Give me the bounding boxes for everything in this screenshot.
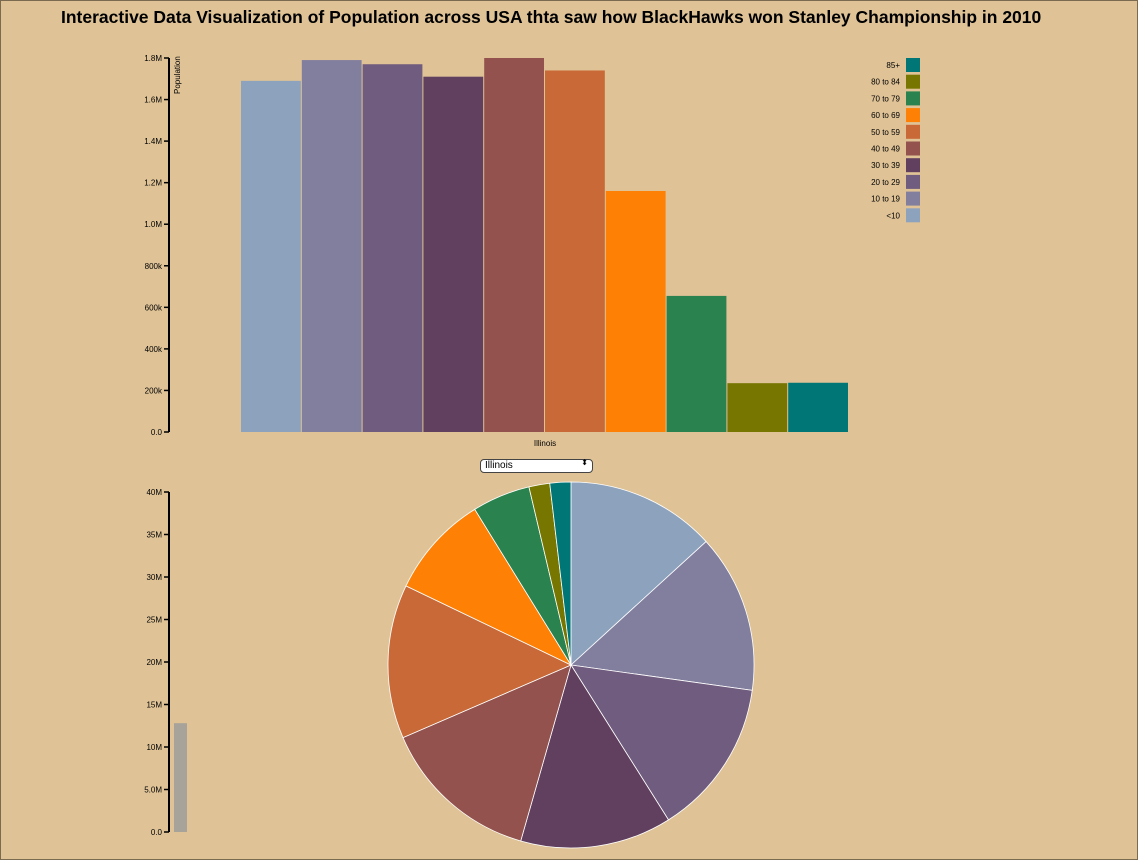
total-y-tick-label: 5.0M (144, 786, 162, 795)
total-y-tick-label: 35M (146, 531, 162, 540)
pie-slice[interactable] (570, 664, 753, 821)
legend-swatch (906, 174, 920, 189)
legend-swatch (906, 58, 920, 72)
bar-y-tick-label: 400k (145, 345, 163, 354)
pie-slice[interactable] (402, 664, 572, 842)
bar-y-tick-label: 800k (145, 262, 163, 271)
legend-swatch (906, 124, 920, 139)
bars (241, 58, 848, 432)
total-bar[interactable] (174, 723, 187, 832)
bar[interactable] (605, 190, 666, 432)
pie-slice[interactable] (570, 481, 707, 666)
legend-label: 50 to 59 (871, 128, 900, 137)
bar-y-tick-label: 1.2M (144, 179, 162, 188)
pie-slice[interactable] (549, 481, 572, 666)
pie-slice[interactable] (387, 585, 572, 739)
age-group-legend: 85+ 80 to 84 70 to 79 60 to 69 50 to 59 40 to… (871, 58, 920, 223)
legend-label: 80 to 84 (871, 78, 900, 87)
state-select[interactable]: Illinois ⬍ (480, 459, 593, 473)
legend-swatch (906, 108, 920, 123)
bar-y-tick-label: 200k (145, 386, 163, 395)
legend-label: 30 to 39 (871, 161, 900, 170)
select-arrows-icon: ⬍ (581, 458, 588, 467)
total-y-tick-label: 20M (146, 658, 162, 667)
bar-y-tick-label: 600k (145, 303, 163, 312)
bar-y-axis-label: Population (173, 56, 182, 94)
lower-charts: 0.0 5.0M 10M 15M 20M 25M 30M 35M 40M (144, 481, 755, 849)
bar[interactable] (545, 70, 605, 432)
legend-swatch (906, 91, 920, 106)
population-pie-chart (387, 481, 755, 849)
bar[interactable] (666, 295, 727, 432)
total-population-bar (174, 723, 187, 832)
bar-y-axis: 0.0 200k 400k 600k 800k 1.0M 1.2M 1.4M 1.6M 1.8M (144, 54, 170, 437)
bar-y-tick-label: 0.0 (151, 428, 163, 437)
bar-y-tick-label: 1.8M (144, 54, 162, 63)
total-y-axis: 0.0 5.0M 10M 15M 20M 25M 30M 35M 40M (144, 488, 170, 837)
pie-slice[interactable] (570, 540, 755, 691)
legend-label: 70 to 79 (871, 94, 900, 103)
legend-swatch (906, 74, 920, 89)
legend-swatch (906, 208, 920, 223)
legend-label: 60 to 69 (871, 111, 900, 120)
legend-swatch (906, 191, 920, 206)
legend-label: 85+ (886, 61, 900, 70)
bar-y-tick-label: 1.0M (144, 220, 162, 229)
bar[interactable] (727, 383, 788, 432)
bar[interactable] (301, 60, 362, 432)
total-y-tick-label: 25M (146, 616, 162, 625)
population-bar-chart: 0.0200k400k600k800k1.0M1.2M1.4M1.6M1.8M … (144, 54, 920, 448)
bar[interactable] (788, 382, 848, 432)
bar[interactable] (423, 76, 484, 432)
bar[interactable] (362, 64, 423, 432)
total-y-tick-label: 0.0 (151, 828, 163, 837)
bar[interactable] (241, 80, 301, 432)
legend-label: <10 (886, 211, 900, 220)
bar-x-axis-label: Illinois (534, 439, 556, 448)
total-y-tick-label: 30M (146, 573, 162, 582)
bar-y-tick-label: 1.4M (144, 137, 162, 146)
pie-slice[interactable] (405, 508, 573, 666)
legend-swatch (906, 158, 920, 173)
bar[interactable] (484, 58, 544, 432)
legend-label: 20 to 29 (871, 178, 900, 187)
bar-y-tick-label: 1.6M (144, 96, 162, 105)
state-select-value: Illinois (485, 460, 513, 471)
page-title: Interactive Data Visualization of Popula… (61, 7, 1042, 27)
legend-label: 40 to 49 (871, 145, 900, 154)
total-y-tick-label: 15M (146, 701, 162, 710)
total-y-tick-label: 40M (146, 488, 162, 497)
legend-label: 10 to 19 (871, 195, 900, 204)
legend-swatch (906, 141, 920, 156)
total-y-tick-label: 10M (146, 743, 162, 752)
pie-slice[interactable] (520, 664, 670, 849)
